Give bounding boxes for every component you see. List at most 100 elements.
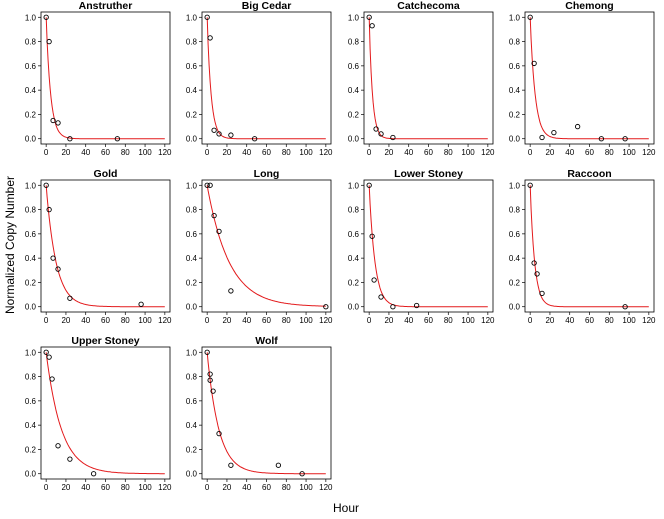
x-tick-label: 40 [404, 316, 413, 325]
panel-big-cedar: Big Cedar 0 20 40 60 80 100 120 0.0 0.2 0.4 0.6 0.8 1… [186, 0, 333, 157]
y-tick-label: 0.0 [25, 470, 37, 479]
y-tick-label: 1.0 [509, 181, 521, 190]
panel-wolf: Wolf 0 20 40 60 80 100 120 0.0 0.2 0.4 0.6 0.8 1.0 [186, 335, 333, 492]
x-tick-label: 60 [585, 316, 594, 325]
y-tick-label: 1.0 [186, 181, 198, 190]
x-tick-label: 0 [367, 148, 372, 157]
y-tick-label: 0.6 [348, 230, 360, 239]
data-point [138, 301, 144, 307]
y-tick-label: 0.6 [186, 62, 198, 71]
x-tick-label: 120 [642, 148, 656, 157]
data-point [55, 266, 61, 272]
y-tick-label: 0.8 [25, 38, 37, 47]
fit-curve [206, 17, 326, 140]
data-point [369, 23, 375, 29]
y-tick-label: 0.8 [509, 38, 521, 47]
data-point [207, 35, 213, 41]
x-tick-label: 60 [262, 316, 271, 325]
x-tick-label: 40 [565, 148, 574, 157]
y-axis-label: Normalized Copy Number [3, 176, 17, 314]
x-tick-label: 60 [585, 148, 594, 157]
data-point [204, 14, 210, 20]
x-tick-label: 0 [528, 316, 533, 325]
y-tick-label: 0.4 [25, 421, 37, 430]
panel-anstruther: Anstruther 0 20 40 60 80 100 120 0.0 0.2 0.4 0.6 0.8… [25, 0, 172, 157]
x-tick-label: 20 [222, 316, 231, 325]
y-tick-label: 0.0 [186, 470, 198, 479]
data-point [50, 255, 56, 261]
x-tick-label: 100 [461, 316, 475, 325]
y-tick-label: 0.2 [186, 445, 198, 454]
x-tick-label: 80 [605, 316, 614, 325]
y-tick-label: 0.2 [348, 110, 360, 119]
y-tick-label: 0.2 [509, 110, 521, 119]
y-tick-label: 0.8 [186, 38, 198, 47]
x-tick-label: 0 [205, 483, 210, 492]
x-tick-label: 0 [205, 148, 210, 157]
y-tick-label: 0.6 [186, 397, 198, 406]
fit-curve [206, 185, 326, 307]
panel-title: Raccoon [567, 168, 611, 180]
x-tick-label: 100 [299, 148, 313, 157]
y-tick-label: 0.4 [25, 254, 37, 263]
y-tick-label: 0.0 [509, 303, 521, 312]
x-tick-label: 40 [81, 483, 90, 492]
y-tick-label: 0.0 [348, 303, 360, 312]
data-point [622, 304, 628, 310]
y-tick-label: 1.0 [348, 181, 360, 190]
data-point [216, 131, 222, 137]
data-point [43, 182, 49, 188]
panel-title: Anstruther [79, 0, 133, 12]
data-point [211, 212, 217, 219]
data-point [378, 294, 384, 300]
data-point [534, 271, 540, 277]
y-tick-label: 0.6 [509, 62, 521, 71]
y-tick-label: 0.8 [509, 206, 521, 215]
y-tick-label: 1.0 [348, 13, 360, 22]
data-point [366, 182, 372, 188]
data-point [539, 134, 545, 141]
panel-raccoon: Raccoon 0 20 40 60 80 100 120 0.0 0.2 0.4 0.6 0.8 1.0 [509, 168, 656, 325]
y-tick-label: 0.6 [25, 397, 37, 406]
y-tick-label: 0.0 [25, 135, 37, 144]
y-tick-label: 0.4 [186, 86, 198, 95]
data-point [204, 349, 210, 355]
panel-title: Upper Stoney [71, 335, 139, 347]
data-point [390, 304, 396, 310]
x-tick-label: 20 [61, 483, 70, 492]
panel-title: Long [254, 168, 280, 180]
data-point [55, 120, 61, 126]
x-tick-label: 100 [138, 316, 152, 325]
x-tick-label: 80 [282, 316, 291, 325]
x-tick-label: 120 [319, 148, 333, 157]
y-tick-label: 0.4 [509, 86, 521, 95]
x-tick-label: 60 [424, 148, 433, 157]
x-tick-label: 20 [545, 316, 554, 325]
y-tick-label: 1.0 [186, 348, 198, 357]
x-tick-label: 80 [444, 148, 453, 157]
x-tick-label: 0 [44, 483, 49, 492]
y-tick-label: 0.6 [348, 62, 360, 71]
fit-curve [45, 185, 165, 308]
data-point [46, 354, 52, 360]
data-point [207, 371, 213, 377]
x-tick-label: 20 [545, 148, 554, 157]
x-tick-label: 120 [158, 316, 172, 325]
plot-frame [201, 179, 332, 313]
x-tick-label: 120 [158, 148, 172, 157]
data-point [228, 132, 234, 138]
y-tick-label: 0.8 [25, 206, 37, 215]
data-point [204, 182, 210, 188]
y-tick-label: 1.0 [186, 13, 198, 22]
y-tick-label: 0.0 [186, 303, 198, 312]
y-tick-label: 0.2 [348, 278, 360, 287]
x-tick-label: 20 [384, 316, 393, 325]
x-tick-label: 100 [622, 148, 636, 157]
data-point [371, 277, 377, 283]
plot-frame [40, 179, 171, 313]
x-tick-label: 60 [262, 483, 271, 492]
data-point [323, 304, 329, 310]
panel-title: Wolf [255, 335, 278, 347]
x-tick-label: 80 [282, 148, 291, 157]
